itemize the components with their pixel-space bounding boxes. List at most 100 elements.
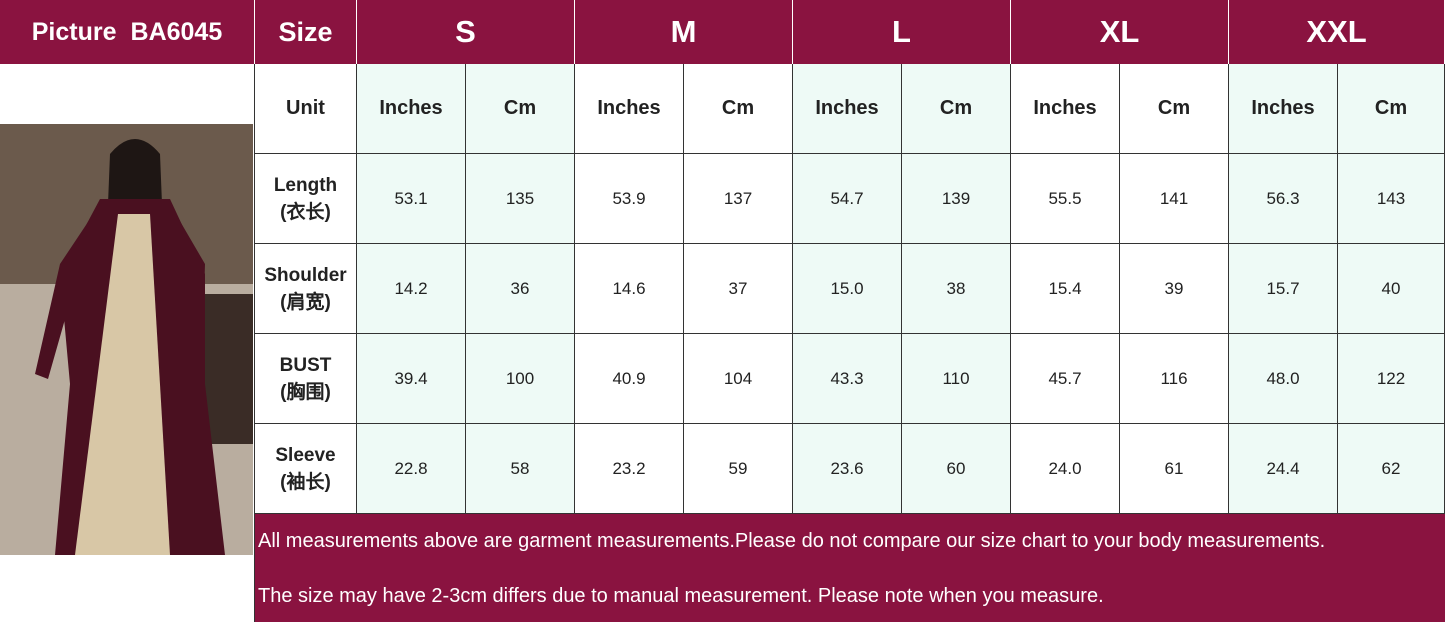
value: 39.4 (394, 368, 428, 388)
unit-name: Inches (1033, 97, 1097, 119)
value-cell: 48.0 (1229, 334, 1338, 424)
row-name: Length (273, 174, 338, 196)
value: 36 (510, 278, 530, 298)
value-cell: 40 (1338, 244, 1445, 334)
value-cell: 15.0 (793, 244, 902, 334)
value-cell: 39.4 (357, 334, 466, 424)
unit-name: Inches (379, 97, 443, 119)
value-cell: 58 (466, 424, 575, 514)
size-name: M (670, 14, 697, 49)
value: 43.3 (830, 368, 864, 388)
value: 40 (1381, 278, 1401, 298)
value: 39 (1164, 278, 1184, 298)
value-cell: 37 (684, 244, 793, 334)
value-cell: 110 (902, 334, 1011, 424)
value-cell: 62 (1338, 424, 1445, 514)
value-cell: 36 (466, 244, 575, 334)
size-header: M (575, 0, 793, 64)
unit-name: Cm (721, 97, 755, 119)
value-cell: 15.4 (1011, 244, 1120, 334)
value: 137 (723, 188, 753, 208)
value: 37 (728, 278, 748, 298)
unit-cell: Inches (575, 64, 684, 154)
note: All measurements above are garment measu… (258, 530, 1326, 552)
size-header: XXL (1229, 0, 1445, 64)
row-name: BUST (279, 354, 332, 376)
row-name-cn: (肩宽) (280, 291, 331, 313)
value: 15.0 (830, 278, 864, 298)
value-cell: 143 (1338, 154, 1445, 244)
row-label: Sleeve (袖长) (255, 424, 357, 514)
unit-header: Unit (255, 64, 357, 154)
value: 55.5 (1048, 188, 1082, 208)
value: 139 (941, 188, 971, 208)
value-cell: 24.0 (1011, 424, 1120, 514)
value: 15.7 (1266, 278, 1300, 298)
size-header: S (357, 0, 575, 64)
value: 116 (1160, 368, 1188, 388)
value: 22.8 (394, 458, 428, 478)
value: 135 (505, 188, 535, 208)
value-cell: 54.7 (793, 154, 902, 244)
value-cell: 43.3 (793, 334, 902, 424)
value-cell: 116 (1120, 334, 1229, 424)
value: 59 (728, 458, 748, 478)
value: 38 (946, 278, 966, 298)
divider (254, 64, 255, 622)
size-name: S (455, 14, 476, 49)
row-label: Length (衣长) (255, 154, 357, 244)
size-name: L (892, 14, 911, 49)
value-cell: 24.4 (1229, 424, 1338, 514)
value: 23.6 (830, 458, 864, 478)
value: 23.2 (612, 458, 646, 478)
notes-band (255, 514, 1445, 622)
unit-cell: Cm (1120, 64, 1229, 154)
value-cell: 38 (902, 244, 1011, 334)
value-cell: 135 (466, 154, 575, 244)
value: 56.3 (1266, 188, 1300, 208)
value-cell: 139 (902, 154, 1011, 244)
value: 62 (1381, 458, 1401, 478)
value: 48.0 (1266, 368, 1300, 388)
value: 100 (505, 368, 535, 388)
value-cell: 45.7 (1011, 334, 1120, 424)
unit-cell: Inches (1229, 64, 1338, 154)
unit-cell: Inches (793, 64, 902, 154)
value: 40.9 (612, 368, 646, 388)
value-cell: 14.6 (575, 244, 684, 334)
size-name: XL (1099, 14, 1140, 49)
value-cell: 55.5 (1011, 154, 1120, 244)
value: 58 (510, 458, 530, 478)
value-cell: 60 (902, 424, 1011, 514)
unit-name: Cm (939, 97, 973, 119)
value-cell: 15.7 (1229, 244, 1338, 334)
row-name: Shoulder (264, 264, 347, 286)
row-name-cn: (衣长) (280, 201, 331, 223)
value: 14.6 (612, 278, 646, 298)
value: 141 (1159, 188, 1189, 208)
unit-cell: Inches (357, 64, 466, 154)
unit-name: Inches (597, 97, 661, 119)
value-cell: 104 (684, 334, 793, 424)
unit-cell: Cm (466, 64, 575, 154)
size-header: Size (255, 0, 357, 64)
row-name: Sleeve (275, 444, 336, 466)
product-code: BA6045 (130, 17, 223, 46)
value: 14.2 (394, 278, 428, 298)
product-photo (0, 124, 253, 555)
value-cell: 53.1 (357, 154, 466, 244)
value-cell: 122 (1338, 334, 1445, 424)
value-cell: 40.9 (575, 334, 684, 424)
size-label: Size (278, 16, 333, 47)
value: 122 (1376, 368, 1406, 388)
row-name-cn: (袖长) (280, 471, 331, 493)
value-cell: 22.8 (357, 424, 466, 514)
picture-label: Picture (31, 17, 117, 46)
value-cell: 53.9 (575, 154, 684, 244)
value-cell: 137 (684, 154, 793, 244)
picture-header: Picture BA6045 (0, 0, 255, 64)
row-label: BUST (胸围) (255, 334, 357, 424)
value-cell: 61 (1120, 424, 1229, 514)
size-header: L (793, 0, 1011, 64)
